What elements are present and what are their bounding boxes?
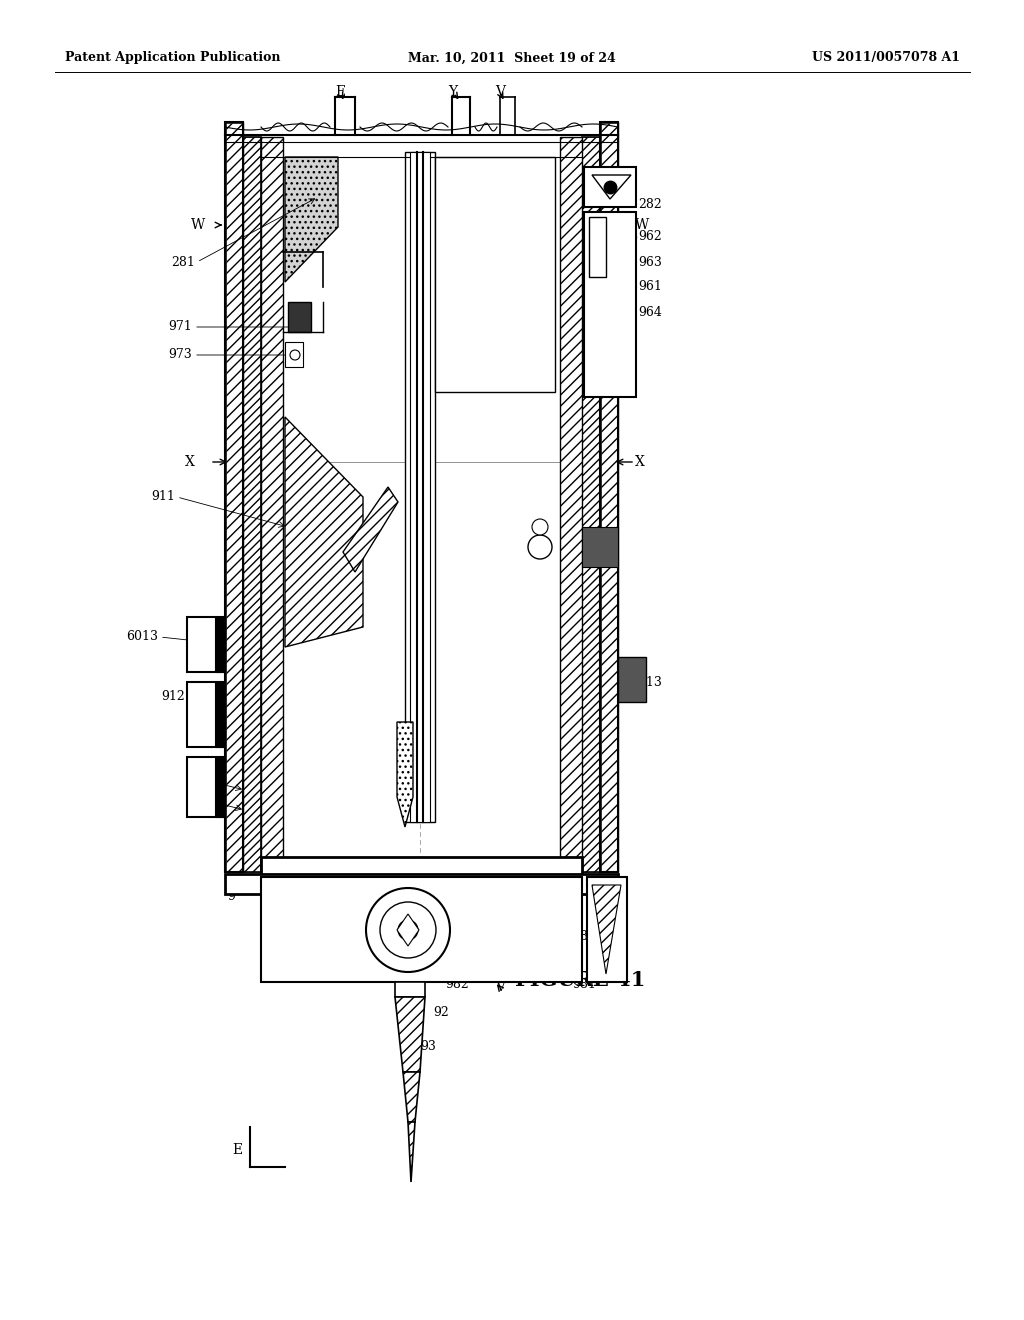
Bar <box>261 137 283 873</box>
Bar <box>188 682 224 746</box>
Text: 281: 281 <box>171 256 195 268</box>
Polygon shape <box>592 884 621 974</box>
Text: E: E <box>231 1143 242 1158</box>
Bar <box>584 213 636 397</box>
Bar <box>584 168 636 207</box>
Bar <box>587 876 627 982</box>
Text: 913: 913 <box>638 676 662 689</box>
Text: V: V <box>495 84 505 99</box>
Bar <box>560 857 582 882</box>
Bar <box>285 342 303 367</box>
Bar <box>588 879 626 979</box>
Bar <box>187 756 225 817</box>
Text: W: W <box>190 218 205 232</box>
Bar <box>215 616 225 672</box>
Polygon shape <box>395 997 425 1072</box>
Bar <box>225 874 618 894</box>
Bar <box>243 137 261 873</box>
Bar <box>261 876 582 982</box>
Bar <box>288 302 311 333</box>
Bar <box>560 137 582 873</box>
Bar <box>261 137 283 873</box>
Circle shape <box>380 902 436 958</box>
Bar <box>188 758 224 816</box>
Bar <box>557 876 582 982</box>
Text: 971: 971 <box>168 321 193 334</box>
Circle shape <box>532 519 548 535</box>
Polygon shape <box>285 157 338 282</box>
Bar <box>435 157 555 392</box>
Bar <box>582 527 618 568</box>
Bar <box>601 123 617 871</box>
Text: X: X <box>635 455 645 469</box>
Text: Mar. 10, 2011  Sheet 19 of 24: Mar. 10, 2011 Sheet 19 of 24 <box>409 51 615 65</box>
Text: E: E <box>335 84 345 99</box>
Circle shape <box>398 920 418 940</box>
Text: W: W <box>635 218 649 232</box>
Bar <box>582 137 600 873</box>
Bar <box>187 682 225 747</box>
Text: 93: 93 <box>420 1040 436 1053</box>
Bar <box>410 152 430 822</box>
Bar <box>406 152 435 822</box>
Circle shape <box>528 535 552 558</box>
Text: Y: Y <box>449 84 458 99</box>
Text: 98: 98 <box>572 931 588 944</box>
Bar <box>243 137 261 873</box>
Bar <box>395 982 425 997</box>
Text: V: V <box>495 979 505 994</box>
Bar <box>417 742 423 781</box>
Circle shape <box>366 888 450 972</box>
Polygon shape <box>285 417 362 647</box>
Text: 94: 94 <box>186 793 202 807</box>
Text: 962: 962 <box>638 231 662 243</box>
Bar <box>215 682 225 747</box>
Bar <box>560 137 582 873</box>
Bar <box>225 121 243 873</box>
Text: 964: 964 <box>638 305 662 318</box>
Polygon shape <box>408 1122 415 1181</box>
Text: 9: 9 <box>227 891 234 903</box>
Text: 961: 961 <box>638 281 662 293</box>
Text: Y: Y <box>608 251 616 264</box>
Text: 973: 973 <box>168 348 193 362</box>
Bar <box>580 875 616 894</box>
Bar <box>225 121 243 873</box>
Text: X: X <box>185 455 195 469</box>
Bar <box>618 657 646 702</box>
Polygon shape <box>403 1072 420 1122</box>
Bar <box>397 983 423 995</box>
Text: 981: 981 <box>572 978 596 991</box>
Bar <box>188 618 224 671</box>
Polygon shape <box>343 487 398 572</box>
Text: 911: 911 <box>152 491 175 503</box>
Bar <box>226 123 242 871</box>
Text: 912: 912 <box>161 690 185 704</box>
Bar <box>187 616 225 672</box>
Text: 91: 91 <box>186 774 202 787</box>
Text: 282: 282 <box>638 198 662 210</box>
Bar <box>582 137 600 873</box>
Text: 982: 982 <box>445 978 469 991</box>
Text: Patent Application Publication: Patent Application Publication <box>65 51 281 65</box>
Bar <box>589 216 606 277</box>
Text: 963: 963 <box>638 256 662 268</box>
Text: 6013: 6013 <box>126 631 158 644</box>
Polygon shape <box>397 722 413 828</box>
Bar <box>600 121 618 873</box>
Bar <box>600 121 618 873</box>
Bar <box>227 875 263 894</box>
Polygon shape <box>592 176 631 199</box>
Bar <box>261 876 286 982</box>
Polygon shape <box>397 913 419 946</box>
Text: FIGURE 41: FIGURE 41 <box>515 970 645 990</box>
Text: 92: 92 <box>433 1006 449 1019</box>
Bar <box>215 756 225 817</box>
Text: US 2011/0057078 A1: US 2011/0057078 A1 <box>812 51 961 65</box>
Circle shape <box>290 350 300 360</box>
Bar <box>261 857 582 882</box>
Bar <box>261 857 283 882</box>
